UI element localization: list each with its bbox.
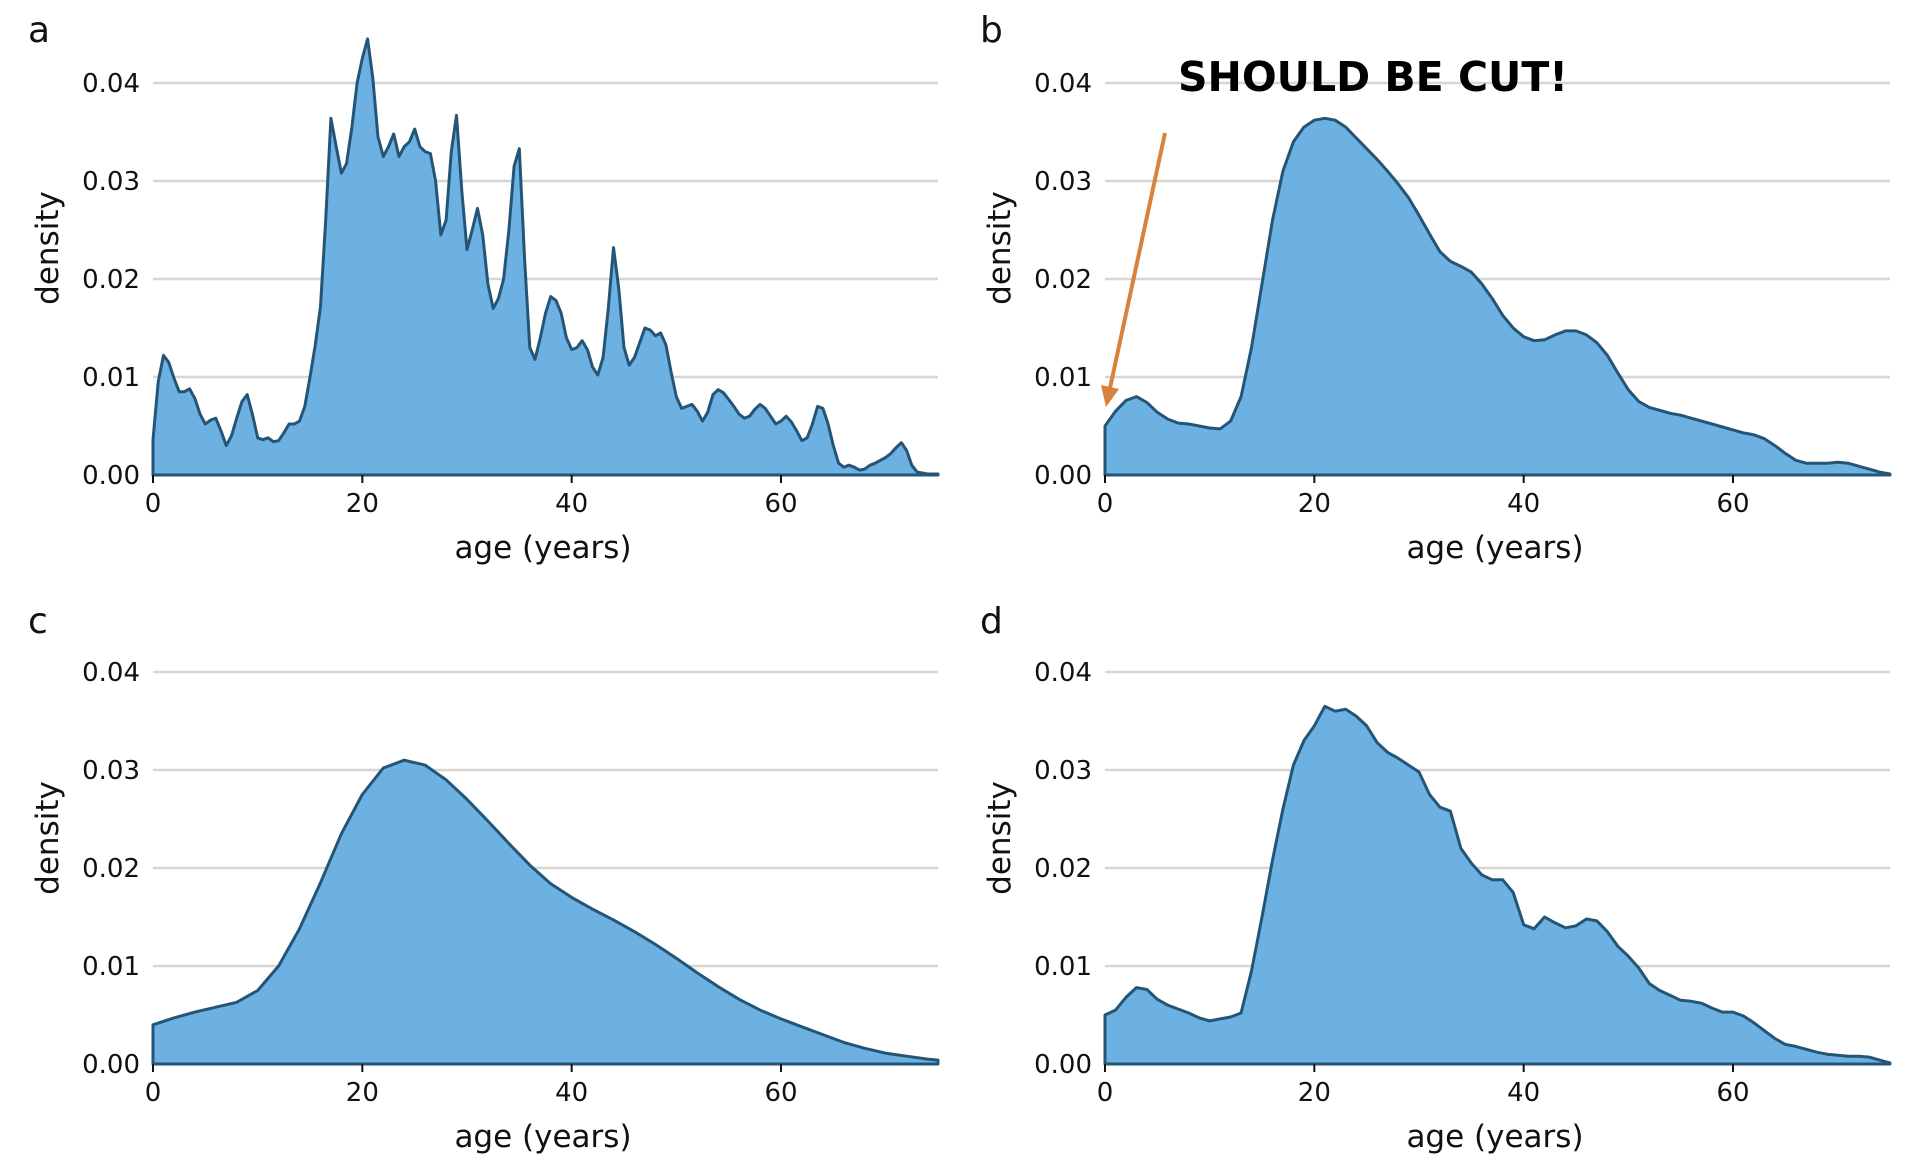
x-tick-label-b-3: 60 — [1716, 489, 1749, 519]
x-tick-label-a-3: 60 — [764, 489, 797, 519]
density-area-c — [151, 758, 940, 1066]
y-tick-label-a-4: 0.04 — [82, 69, 140, 99]
x-axis-title-c: age (years) — [454, 1119, 631, 1155]
annotation-text: SHOULD BE CUT! — [1178, 53, 1568, 101]
x-tick-label-b-2: 40 — [1507, 489, 1540, 519]
x-tick-label-c-3: 60 — [764, 1078, 797, 1108]
panel-a: a 0.00 0.01 0.02 0.03 0.04 0 20 40 60 age (year… — [28, 10, 940, 566]
panel-c: c 0.00 0.01 0.02 0.03 0.04 0 20 40 60 age (year… — [28, 601, 940, 1155]
y-tick-label-b-4: 0.04 — [1034, 69, 1092, 99]
x-axis-title-d: age (years) — [1406, 1119, 1583, 1155]
y-tick-label-c-2: 0.02 — [82, 854, 140, 884]
y-tick-label-b-3: 0.03 — [1034, 167, 1092, 197]
annotation-arrowhead — [1101, 385, 1119, 407]
y-tick-label-b-1: 0.01 — [1034, 363, 1092, 393]
x-tick-label-a-0: 0 — [145, 489, 162, 519]
y-tick-label-b-0: 0.00 — [1034, 461, 1092, 491]
y-tick-label-d-2: 0.02 — [1034, 854, 1092, 884]
x-tick-label-d-3: 60 — [1716, 1078, 1749, 1108]
x-tick-label-c-2: 40 — [555, 1078, 588, 1108]
x-tick-label-a-2: 40 — [555, 489, 588, 519]
panel-label-b: b — [980, 10, 1003, 51]
x-tick-label-a-1: 20 — [346, 489, 379, 519]
x-tick-label-d-2: 40 — [1507, 1078, 1540, 1108]
density-area-d — [1103, 704, 1892, 1066]
y-tick-label-a-1: 0.01 — [82, 363, 140, 393]
y-tick-label-c-1: 0.01 — [82, 952, 140, 982]
y-tick-label-c-0: 0.00 — [82, 1050, 140, 1080]
y-tick-label-c-3: 0.03 — [82, 756, 140, 786]
y-tick-label-d-0: 0.00 — [1034, 1050, 1092, 1080]
x-tick-label-c-1: 20 — [346, 1078, 379, 1108]
y-axis-title-c: density — [30, 781, 66, 895]
y-tick-label-d-3: 0.03 — [1034, 756, 1092, 786]
y-axis-title-a: density — [30, 191, 66, 305]
x-axis-title-a: age (years) — [454, 530, 631, 566]
panel-d: d 0.00 0.01 0.02 0.03 0.04 0 20 40 60 age (year… — [980, 601, 1892, 1155]
x-tick-label-c-0: 0 — [145, 1078, 162, 1108]
x-tick-label-d-1: 20 — [1298, 1078, 1331, 1108]
annotation-arrow — [1108, 132, 1167, 389]
y-axis-title-b: density — [982, 191, 1018, 305]
y-tick-label-d-1: 0.01 — [1034, 952, 1092, 982]
panel-label-a: a — [28, 10, 50, 51]
panel-label-d: d — [980, 601, 1003, 642]
panel-b: b 0.00 0.01 0.02 0.03 0.04 0 20 40 60 age (year… — [980, 10, 1892, 566]
y-tick-label-c-4: 0.04 — [82, 658, 140, 688]
y-tick-label-b-2: 0.02 — [1034, 265, 1092, 295]
x-tick-label-b-0: 0 — [1097, 489, 1114, 519]
y-tick-label-d-4: 0.04 — [1034, 658, 1092, 688]
y-tick-label-a-3: 0.03 — [82, 167, 140, 197]
x-axis-title-b: age (years) — [1406, 530, 1583, 566]
x-tick-label-b-1: 20 — [1298, 489, 1331, 519]
density-area-a — [151, 37, 940, 477]
density-area-b — [1103, 116, 1892, 477]
y-axis-title-d: density — [982, 781, 1018, 895]
y-tick-label-a-0: 0.00 — [82, 461, 140, 491]
panel-label-c: c — [28, 601, 48, 642]
x-tick-label-d-0: 0 — [1097, 1078, 1114, 1108]
y-tick-label-a-2: 0.02 — [82, 265, 140, 295]
